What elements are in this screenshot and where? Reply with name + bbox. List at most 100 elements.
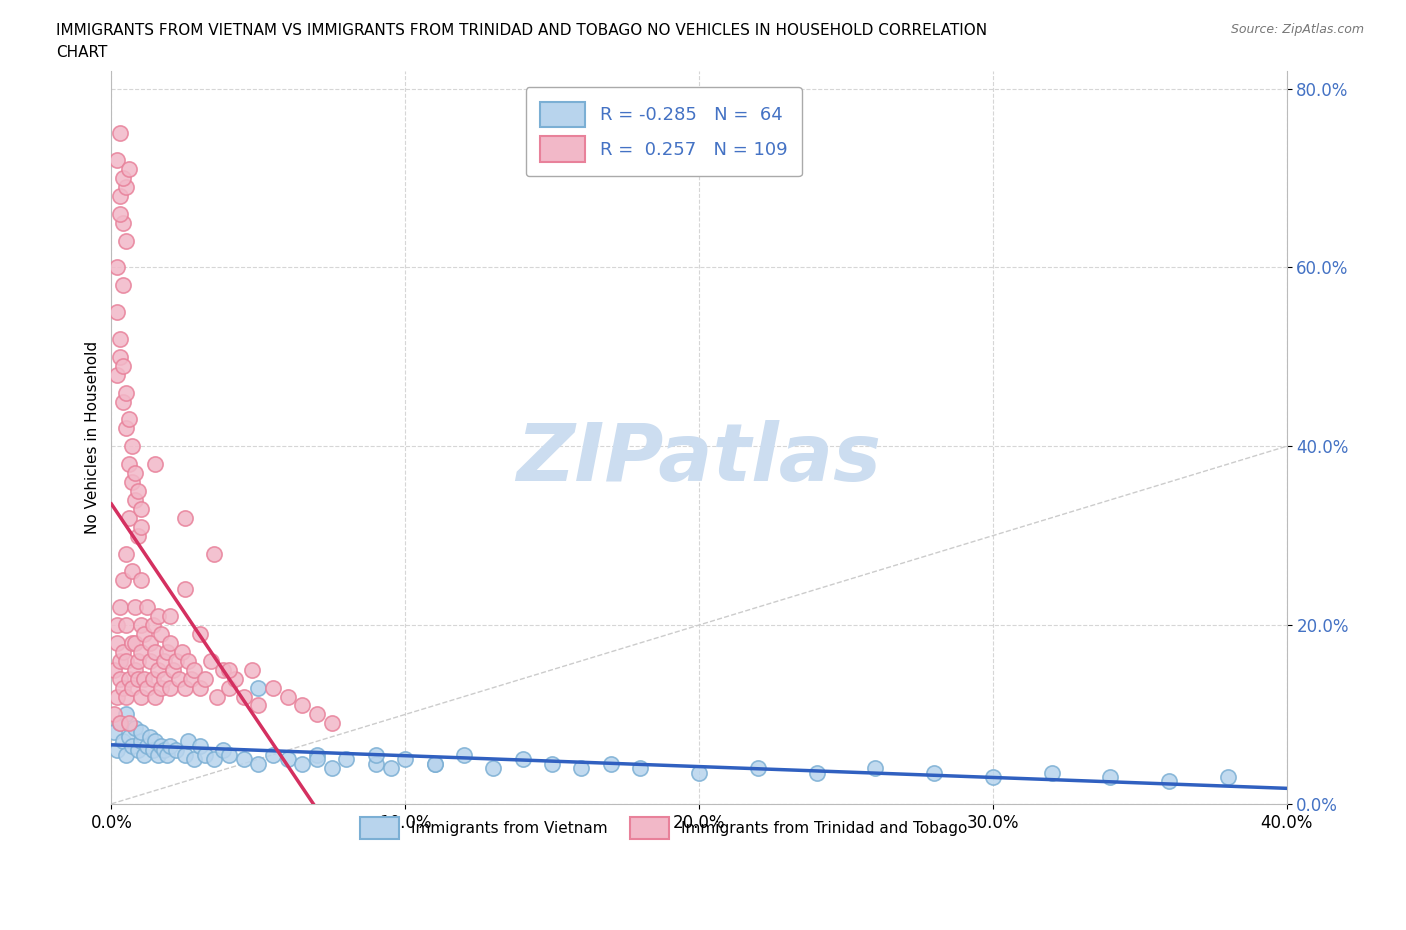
Point [110, 206, 132, 221]
Point [173, 582, 195, 597]
Point [124, 466, 146, 481]
Point [105, 153, 128, 167]
Point [262, 680, 284, 695]
Point [112, 170, 135, 185]
Point [1216, 769, 1239, 784]
Point [105, 743, 128, 758]
Point [173, 511, 195, 525]
Point [105, 260, 128, 275]
Point [202, 546, 225, 561]
Point [127, 654, 149, 669]
Point [112, 644, 135, 659]
Point [110, 189, 132, 204]
Point [129, 734, 152, 749]
Point [212, 743, 235, 758]
Point [105, 367, 128, 382]
Point [1157, 774, 1180, 789]
Point [141, 671, 163, 686]
Point [145, 689, 167, 704]
Point [194, 671, 217, 686]
Text: ZIPatlas: ZIPatlas [516, 420, 882, 498]
Point [118, 729, 141, 744]
Point [112, 278, 135, 293]
Point [212, 662, 235, 677]
Point [232, 689, 254, 704]
Point [188, 680, 211, 695]
Point [110, 716, 132, 731]
Point [202, 751, 225, 766]
Point [115, 654, 138, 669]
Point [242, 662, 264, 677]
Point [194, 747, 217, 762]
Point [170, 644, 193, 659]
Point [124, 600, 146, 615]
Point [105, 305, 128, 320]
Point [129, 724, 152, 739]
Point [156, 644, 179, 659]
Point [307, 747, 329, 762]
Point [307, 751, 329, 766]
Point [218, 747, 240, 762]
Point [1099, 769, 1122, 784]
Point [112, 680, 135, 695]
Y-axis label: No Vehicles in Household: No Vehicles in Household [86, 340, 100, 534]
Point [105, 635, 128, 650]
Point [188, 738, 211, 753]
Point [599, 756, 621, 771]
Point [129, 519, 152, 534]
Point [124, 493, 146, 508]
Point [103, 707, 125, 722]
Point [394, 751, 416, 766]
Point [138, 729, 160, 744]
Point [177, 654, 200, 669]
Point [307, 707, 329, 722]
Point [747, 761, 769, 776]
Point [247, 756, 270, 771]
Point [173, 747, 195, 762]
Point [105, 618, 128, 632]
Point [118, 412, 141, 427]
Point [218, 680, 240, 695]
Point [135, 600, 157, 615]
Point [423, 756, 446, 771]
Text: CHART: CHART [56, 45, 108, 60]
Text: IMMIGRANTS FROM VIETNAM VS IMMIGRANTS FROM TRINIDAD AND TOBAGO NO VEHICLES IN HO: IMMIGRANTS FROM VIETNAM VS IMMIGRANTS FR… [56, 23, 987, 38]
Point [110, 126, 132, 140]
Point [110, 600, 132, 615]
Point [138, 654, 160, 669]
Point [127, 484, 149, 498]
Point [165, 654, 187, 669]
Point [173, 680, 195, 695]
Point [571, 761, 593, 776]
Point [132, 671, 155, 686]
Point [806, 765, 828, 780]
Point [335, 751, 357, 766]
Point [145, 734, 167, 749]
Point [112, 394, 135, 409]
Point [129, 618, 152, 632]
Point [112, 358, 135, 373]
Point [321, 716, 343, 731]
Point [482, 761, 505, 776]
Point [150, 680, 173, 695]
Point [364, 756, 387, 771]
Point [115, 707, 138, 722]
Point [183, 662, 205, 677]
Point [512, 751, 534, 766]
Point [153, 671, 176, 686]
Point [247, 680, 270, 695]
Point [423, 756, 446, 771]
Point [321, 761, 343, 776]
Point [159, 635, 181, 650]
Legend: Immigrants from Vietnam, Immigrants from Trinidad and Tobago: Immigrants from Vietnam, Immigrants from… [349, 805, 980, 851]
Point [153, 654, 176, 669]
Point [628, 761, 651, 776]
Point [148, 608, 170, 623]
Point [183, 751, 205, 766]
Point [148, 747, 170, 762]
Point [156, 747, 179, 762]
Point [103, 662, 125, 677]
Point [232, 751, 254, 766]
Point [277, 689, 299, 704]
Point [110, 350, 132, 365]
